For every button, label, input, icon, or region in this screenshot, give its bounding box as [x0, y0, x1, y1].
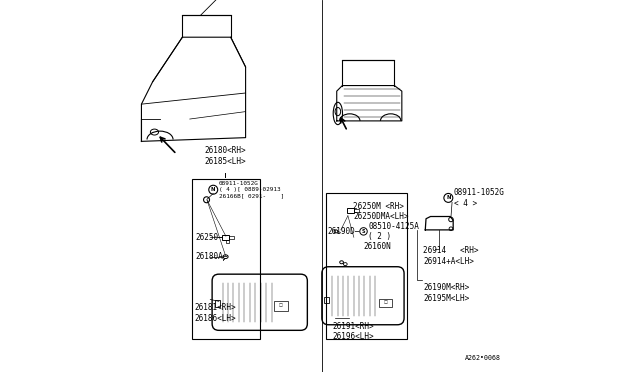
Text: 08510-4125A
( 2 ): 08510-4125A ( 2 )	[369, 222, 419, 241]
Bar	[324, 297, 330, 303]
Text: 26250M <RH>
26250DMA<LH>: 26250M <RH> 26250DMA<LH>	[353, 202, 409, 221]
Text: 08911-1052G
( 4 )[ 0889-02913
26166B[ 0291-    ]: 08911-1052G ( 4 )[ 0889-02913 26166B[ 02…	[219, 182, 284, 198]
Text: 26250—: 26250—	[195, 233, 223, 242]
Bar	[273, 301, 287, 311]
Text: S: S	[362, 228, 365, 234]
Bar	[354, 209, 358, 212]
Bar	[326, 193, 408, 339]
Text: 08911-1052G
< 4 >: 08911-1052G < 4 >	[454, 188, 505, 208]
Bar	[222, 235, 229, 240]
Text: □: □	[383, 301, 387, 305]
Bar	[226, 240, 229, 243]
Text: N: N	[446, 195, 451, 200]
Bar	[347, 208, 354, 213]
Text: 26914   <RH>
26914+A<LH>: 26914 <RH> 26914+A<LH>	[424, 246, 479, 266]
Text: N: N	[211, 187, 216, 192]
Text: A262•0068: A262•0068	[465, 355, 500, 361]
Text: □: □	[278, 304, 282, 308]
Bar	[379, 299, 392, 307]
Text: 26190D—: 26190D—	[327, 227, 360, 236]
Text: 26181<RH>
26186<LH>: 26181<RH> 26186<LH>	[195, 303, 236, 323]
Text: 26190M<RH>
26195M<LH>: 26190M<RH> 26195M<LH>	[424, 283, 470, 303]
Text: 26191<RH>
26196<LH>: 26191<RH> 26196<LH>	[333, 322, 374, 341]
Bar	[229, 236, 234, 239]
Bar	[215, 300, 220, 307]
Text: 26180<RH>
26185<LH>: 26180<RH> 26185<LH>	[204, 146, 246, 166]
Text: 26180A—: 26180A—	[195, 252, 228, 261]
Text: 26160N: 26160N	[364, 242, 391, 251]
Bar	[191, 179, 260, 339]
